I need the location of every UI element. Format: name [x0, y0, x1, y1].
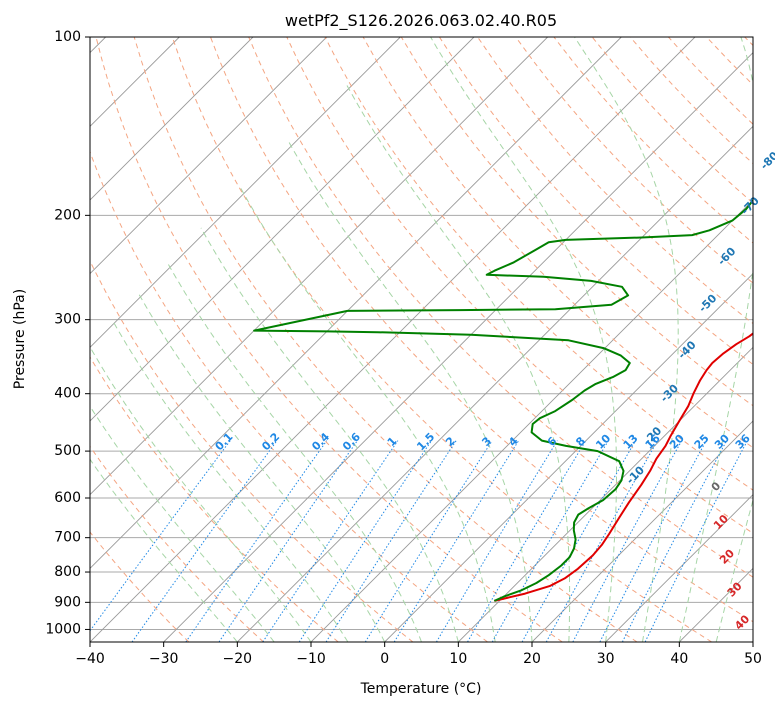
y-tick-label: 400 [54, 386, 81, 402]
isotherm [605, 494, 753, 642]
moist-adiabat [678, 37, 753, 642]
y-tick-label: 100 [54, 29, 81, 45]
mixing-ratio-line [572, 440, 683, 642]
y-axis-label: Pressure (hPa) [12, 289, 28, 389]
mixing-ratio-line [185, 440, 328, 642]
dry-adiabat [90, 531, 190, 642]
y-tick-label: 200 [54, 207, 81, 223]
moist-adiabat [752, 640, 753, 642]
moist-adiabat [200, 227, 459, 642]
mixing-ratio-line [435, 440, 558, 642]
mixing-ratio-line [621, 440, 728, 642]
dry-adiabat [90, 150, 488, 642]
x-tick-label: 50 [744, 651, 762, 667]
isotherm [90, 37, 327, 275]
y-tick-label: 500 [54, 443, 81, 459]
isotherm [752, 641, 753, 642]
moist-adiabat [240, 187, 496, 642]
moist-adiabat [137, 292, 386, 642]
x-axis: −40 −30 −20 −10 0 10 20 30 40 50 [75, 642, 762, 667]
mixing-ratio-line [218, 440, 358, 642]
plot-area [90, 37, 753, 642]
mixing-ratio-line [467, 440, 587, 642]
isotherm [458, 346, 753, 642]
moist-adiabat [288, 141, 533, 642]
y-tick-label: 700 [54, 530, 81, 546]
x-tick-label: −20 [223, 651, 253, 667]
dry-adiabat-label: -90 [772, 102, 775, 125]
dry-adiabat [248, 37, 753, 578]
isotherm [90, 37, 622, 569]
mixing-ratio-line [599, 440, 707, 642]
mixing-ratio-line [491, 440, 609, 642]
isotherm [163, 52, 753, 642]
isotherm [90, 37, 548, 496]
mixing-ratio-line [298, 440, 432, 642]
moist-adiabat [90, 405, 275, 642]
dry-adiabat [95, 37, 563, 642]
mixing-ratio-line [325, 440, 457, 642]
x-tick-label: 40 [670, 651, 688, 667]
temperature-profile [494, 332, 753, 602]
mixing-ratio-line [262, 440, 399, 642]
dry-adiabat [90, 259, 414, 642]
x-tick-label: 0 [380, 651, 389, 667]
mixing-ratio-line [364, 440, 493, 642]
dry-adiabat [400, 37, 753, 407]
moist-adiabat [345, 83, 571, 642]
y-axis: 100 200 300 400 500 600 700 800 900 1000 [45, 29, 90, 637]
y-tick-label: 900 [54, 594, 81, 610]
mixing-ratio-line [393, 440, 520, 642]
y-tick-label: 1000 [45, 621, 81, 637]
dry-adiabat [90, 445, 264, 642]
moist-adiabat [166, 262, 422, 642]
isotherm [531, 420, 753, 642]
dry-adiabat [210, 37, 753, 623]
chart-title: wetPf2_S126.2026.063.02.40.R05 [285, 11, 557, 31]
x-axis-label: Temperature (°C) [360, 681, 482, 697]
x-tick-label: 30 [597, 651, 615, 667]
y-tick-label: 600 [54, 490, 81, 506]
isotherm [384, 273, 753, 642]
isotherm [90, 37, 401, 348]
isotherm [90, 37, 475, 422]
x-tick-label: −40 [75, 651, 105, 667]
dry-adiabat [171, 37, 712, 642]
moist-adiabat [715, 498, 753, 642]
isotherm [90, 37, 254, 201]
y-tick-label: 800 [54, 564, 81, 580]
background-lines [90, 37, 753, 642]
moist-adiabat [111, 319, 349, 642]
x-tick-label: −10 [296, 651, 326, 667]
profile-series [253, 198, 753, 602]
x-tick-label: 20 [523, 651, 541, 667]
dry-adiabat [438, 37, 753, 366]
moist-adiabat [574, 37, 679, 642]
dry-adiabat [286, 37, 753, 534]
y-tick-label: 300 [54, 312, 81, 328]
dry-adiabat-label: -80 [758, 149, 775, 172]
x-tick-label: −30 [149, 651, 179, 667]
plot-frame [89, 36, 754, 643]
x-tick-label: 10 [449, 651, 467, 667]
dewpoint-profile [253, 198, 753, 602]
dry-adiabat [515, 37, 753, 284]
dry-adiabat [133, 37, 638, 642]
